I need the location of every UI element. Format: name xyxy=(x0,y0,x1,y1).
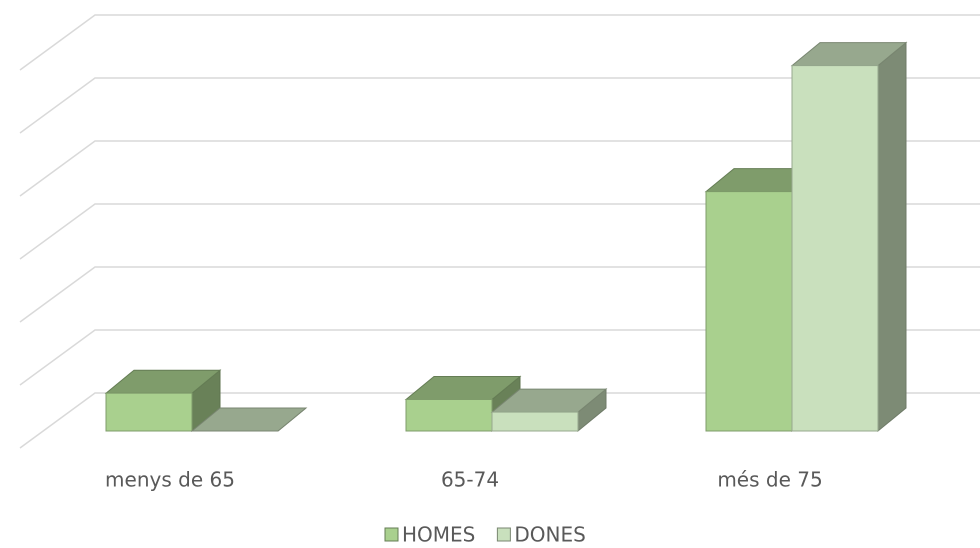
bar-front xyxy=(791,65,879,432)
legend-label: HOMES xyxy=(402,523,475,547)
grid-line xyxy=(19,266,980,323)
bar xyxy=(190,407,308,432)
grid-line xyxy=(19,329,980,386)
grid-line xyxy=(19,140,980,197)
legend-swatch xyxy=(496,527,511,542)
grid-line xyxy=(19,203,980,260)
legend-label: DONES xyxy=(514,523,585,547)
bar-side xyxy=(877,41,907,433)
bar xyxy=(104,369,222,433)
bar-front xyxy=(105,392,193,432)
bar xyxy=(490,388,608,433)
x-tick-label: més de 75 xyxy=(717,468,822,492)
grid-line xyxy=(19,14,980,71)
bar-front xyxy=(491,411,579,432)
bar xyxy=(790,41,908,433)
x-tick-label: 65-74 xyxy=(441,468,499,492)
bar-top xyxy=(190,407,308,432)
grid-line xyxy=(19,77,980,134)
bar-front xyxy=(405,399,493,432)
grid-line xyxy=(19,392,980,449)
bar-front xyxy=(705,191,793,432)
legend-swatch xyxy=(384,527,399,542)
x-tick-label: menys de 65 xyxy=(105,468,235,492)
bar xyxy=(404,375,522,433)
